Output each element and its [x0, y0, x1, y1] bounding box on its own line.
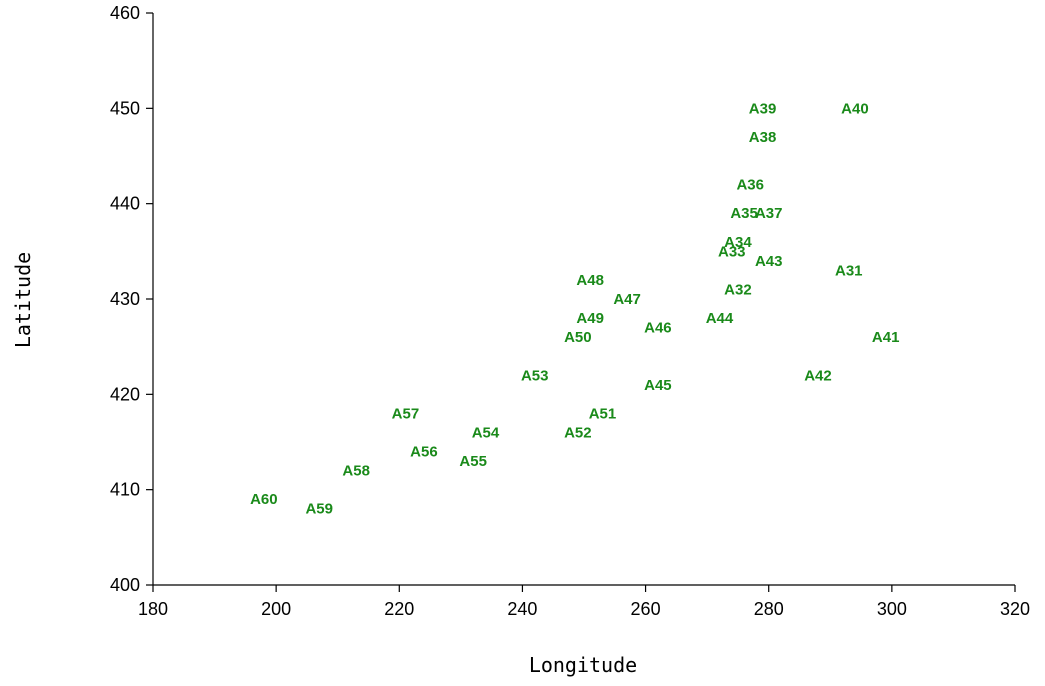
- point-label-a37: A37: [755, 205, 783, 222]
- point-label-a34: A34: [724, 234, 752, 251]
- point-label-a43: A43: [755, 253, 783, 270]
- point-label-a40: A40: [841, 100, 869, 117]
- x-tick-label: 260: [631, 599, 661, 619]
- point-label-a59: A59: [305, 501, 333, 518]
- x-tick-label: 240: [507, 599, 537, 619]
- point-label-a58: A58: [342, 463, 370, 480]
- y-tick-label: 450: [110, 98, 140, 118]
- y-tick-label: 440: [110, 194, 140, 214]
- point-label-a39: A39: [749, 100, 777, 117]
- x-tick-label: 220: [384, 599, 414, 619]
- x-axis-title: Longitude: [529, 653, 637, 677]
- point-label-a31: A31: [835, 262, 863, 279]
- point-label-a42: A42: [804, 367, 832, 384]
- point-label-a48: A48: [576, 272, 604, 289]
- y-axis-title: Latitude: [11, 252, 35, 348]
- axes: [152, 13, 1015, 586]
- point-label-a44: A44: [706, 310, 734, 327]
- x-tick-label: 320: [1000, 599, 1030, 619]
- point-label-a53: A53: [521, 367, 549, 384]
- x-tick-label: 280: [754, 599, 784, 619]
- point-label-a49: A49: [576, 310, 604, 327]
- point-label-a47: A47: [613, 291, 641, 308]
- y-tick-label: 400: [110, 575, 140, 595]
- y-tick-label: 460: [110, 3, 140, 23]
- y-tick-label: 430: [110, 289, 140, 309]
- point-label-a36: A36: [736, 177, 764, 194]
- x-tick-label: 300: [877, 599, 907, 619]
- point-label-a52: A52: [564, 424, 592, 441]
- point-label-a38: A38: [749, 129, 777, 146]
- y-tick-label: 410: [110, 480, 140, 500]
- point-label-a33: A33: [718, 243, 746, 260]
- point-label-a32: A32: [724, 281, 752, 298]
- point-label-a46: A46: [644, 320, 672, 337]
- ticks: 180 200 220 240 260 280 300 320 400 410 420 430 440 4…: [110, 3, 1030, 619]
- point-label-a51: A51: [589, 405, 617, 422]
- point-label-a50: A50: [564, 329, 592, 346]
- point-label-a41: A41: [872, 329, 900, 346]
- y-tick-label: 420: [110, 384, 140, 404]
- point-label-a60: A60: [250, 491, 278, 508]
- x-tick-label: 180: [138, 599, 168, 619]
- point-label-a35: A35: [730, 205, 758, 222]
- point-label-a57: A57: [392, 405, 420, 422]
- point-label-a55: A55: [459, 453, 487, 470]
- point-label-a54: A54: [472, 424, 500, 441]
- point-label-a45: A45: [644, 377, 672, 394]
- x-tick-label: 200: [261, 599, 291, 619]
- point-label-a56: A56: [410, 444, 438, 461]
